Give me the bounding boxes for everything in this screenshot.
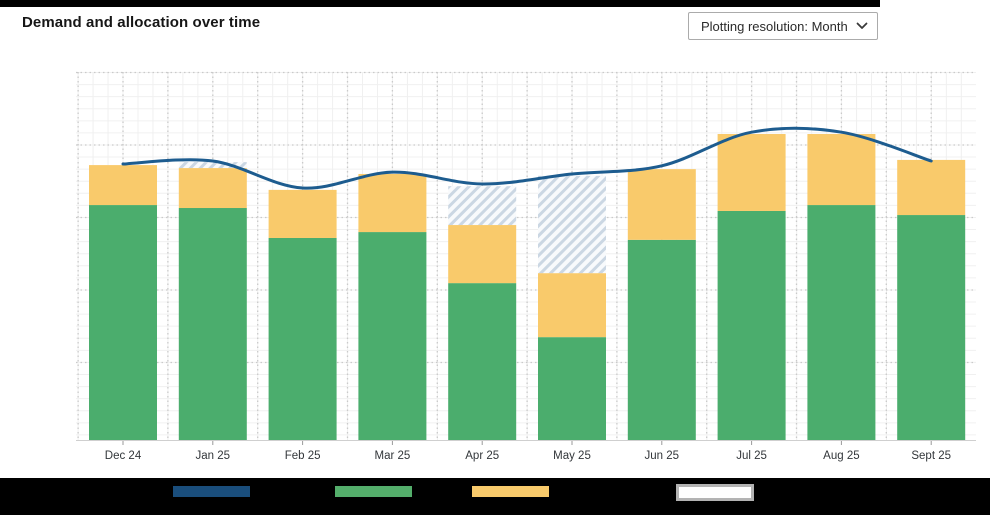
legend-redaction-bar bbox=[0, 478, 990, 515]
bar-hatched-4[interactable] bbox=[448, 186, 517, 226]
bar-hatched-1[interactable] bbox=[178, 162, 247, 169]
plotting-resolution-dropdown[interactable]: Plotting resolution: Month bbox=[688, 12, 878, 40]
x-axis-label-9: Sept 25 bbox=[911, 450, 951, 462]
x-axis bbox=[76, 440, 976, 445]
green-series-swatch[interactable] bbox=[335, 486, 412, 497]
x-axis-label-6: Jun 25 bbox=[645, 450, 680, 462]
bar-yellow-3[interactable] bbox=[358, 173, 427, 233]
bar-green-9[interactable] bbox=[897, 215, 966, 440]
chevron-down-icon bbox=[856, 22, 868, 30]
x-axis-label-2: Feb 25 bbox=[285, 450, 321, 462]
stacked-bars bbox=[89, 134, 966, 440]
x-axis-labels: Dec 24 Jan 25 Feb 25 Mar 25 Apr 25 May 25 Jun … bbox=[105, 450, 951, 462]
demand-line bbox=[121, 126, 933, 190]
bar-yellow-4[interactable] bbox=[448, 225, 517, 284]
x-axis-label-0: Dec 24 bbox=[105, 450, 142, 462]
bar-hatched-5[interactable] bbox=[538, 175, 606, 274]
line-series-swatch[interactable] bbox=[173, 486, 250, 497]
bar-green-5[interactable] bbox=[538, 337, 606, 440]
bar-green-8[interactable] bbox=[807, 205, 876, 440]
bar-green-7[interactable] bbox=[717, 210, 786, 440]
bar-green-2[interactable] bbox=[268, 237, 337, 440]
bar-yellow-2[interactable] bbox=[268, 189, 337, 238]
demand-allocation-chart: Dec 24 Jan 25 Feb 25 Mar 25 Apr 25 May 25 Jun … bbox=[76, 71, 976, 462]
bar-yellow-0[interactable] bbox=[89, 165, 157, 206]
demand-line-path bbox=[121, 126, 933, 190]
x-axis-label-4: Apr 25 bbox=[465, 450, 499, 462]
x-axis-label-3: Mar 25 bbox=[375, 450, 411, 462]
bar-green-3[interactable] bbox=[358, 232, 427, 440]
bar-yellow-9[interactable] bbox=[897, 159, 966, 216]
bar-yellow-7[interactable] bbox=[717, 134, 786, 211]
x-axis-label-8: Aug 25 bbox=[823, 450, 859, 462]
x-axis-label-7: Jul 25 bbox=[736, 450, 767, 462]
bar-yellow-1[interactable] bbox=[178, 168, 247, 209]
bar-yellow-8[interactable] bbox=[807, 134, 876, 206]
page-title: Demand and allocation over time bbox=[22, 14, 261, 31]
plotting-resolution-label: Plotting resolution: Month bbox=[701, 18, 848, 34]
x-axis-label-5: May 25 bbox=[553, 450, 591, 462]
bar-green-1[interactable] bbox=[178, 208, 247, 440]
hatched-series-swatch[interactable] bbox=[676, 484, 754, 501]
bar-yellow-5[interactable] bbox=[538, 273, 606, 338]
bar-green-4[interactable] bbox=[448, 283, 517, 440]
bar-green-0[interactable] bbox=[89, 205, 157, 440]
bar-yellow-6[interactable] bbox=[627, 169, 696, 240]
redaction-bar-top bbox=[0, 0, 880, 7]
bar-green-6[interactable] bbox=[627, 239, 696, 440]
yellow-series-swatch[interactable] bbox=[472, 486, 549, 497]
x-axis-label-1: Jan 25 bbox=[196, 450, 231, 462]
